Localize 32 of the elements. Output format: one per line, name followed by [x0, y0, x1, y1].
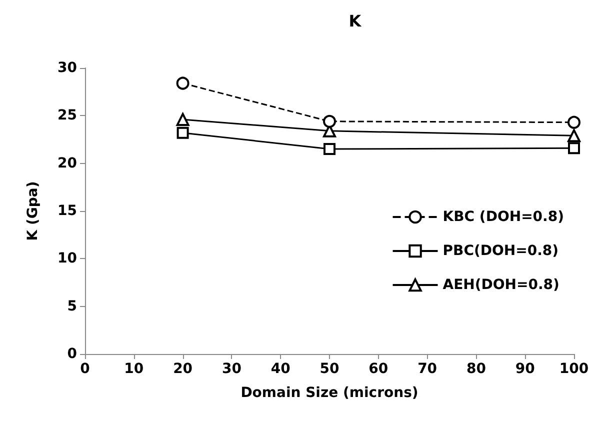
point — [324, 143, 336, 156]
y-tick-label: 0 — [67, 346, 78, 362]
y-tick-label: 20 — [58, 155, 78, 172]
point — [323, 114, 336, 128]
legend-label: AEH(DOH=0.8) — [442, 277, 560, 293]
y-tick-label: 5 — [67, 298, 77, 314]
x-tick-label: 80 — [466, 361, 486, 377]
x-tick-label: 0 — [80, 361, 90, 377]
chart-title: K — [348, 12, 362, 30]
point — [176, 76, 190, 90]
y-tick-label: 30 — [58, 60, 78, 76]
point — [176, 112, 190, 126]
x-tick-label: 10 — [124, 361, 144, 377]
y-tick-label: 10 — [58, 250, 78, 267]
y-axis-title: K (Gpa) — [25, 181, 41, 241]
x-tick-label: 20 — [173, 361, 193, 377]
y-tick-label: 15 — [58, 203, 77, 219]
x-tick-label: 50 — [320, 361, 340, 377]
point — [568, 129, 580, 142]
point — [568, 142, 580, 154]
y-tick-label: 25 — [58, 108, 77, 124]
x-tick-label: 100 — [559, 361, 589, 377]
point — [176, 126, 189, 139]
x-tick-label: 70 — [418, 361, 438, 377]
x-tick-label: 40 — [270, 361, 291, 377]
x-tick-label: 60 — [368, 361, 388, 377]
legend-label: PBC(DOH=0.8) — [442, 243, 559, 259]
x-tick-label: 30 — [222, 361, 242, 377]
x-tick-label: 90 — [515, 361, 536, 377]
legend-label: KBC (DOH=0.8) — [442, 209, 564, 225]
x-axis-title: Domain Size (microns) — [240, 385, 418, 401]
point — [568, 116, 580, 129]
